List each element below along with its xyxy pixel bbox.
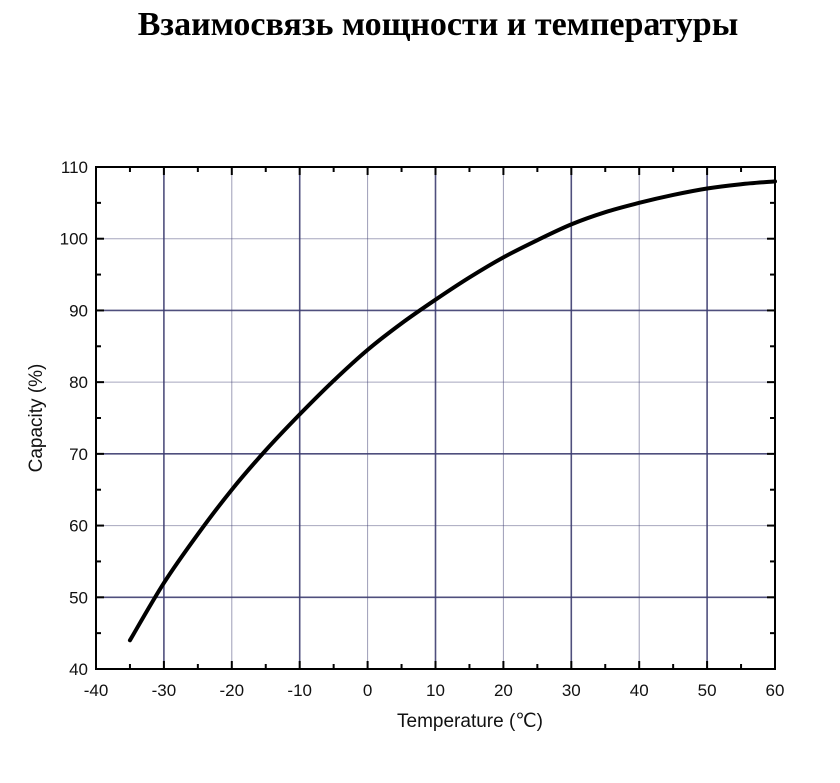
y-tick-label: 90 — [69, 301, 88, 320]
x-tick-label: 50 — [698, 681, 717, 700]
y-tick-label: 80 — [69, 373, 88, 392]
x-tick-label: 40 — [630, 681, 649, 700]
x-tick-label: -10 — [287, 681, 312, 700]
x-tick-label: 0 — [363, 681, 372, 700]
x-tick-label: -30 — [152, 681, 177, 700]
tick-labels: -40 -30 -20 -10 0 10 20 30 40 50 60 40 50 60 70 80 90 100… — [60, 158, 785, 700]
x-tick-label: 30 — [562, 681, 581, 700]
x-tick-label: 20 — [494, 681, 513, 700]
y-tick-label: 50 — [69, 588, 88, 607]
plot-frame — [95, 166, 776, 670]
y-tick-label: 110 — [61, 158, 88, 177]
y-axis-label: Capacity (%) — [26, 364, 47, 473]
x-tick-label: 60 — [766, 681, 785, 700]
chart-title: Взаимосвязь мощности и температуры — [137, 6, 739, 43]
y-tick-label: 40 — [69, 660, 88, 679]
y-tick-label: 100 — [60, 230, 88, 249]
grid — [96, 167, 775, 669]
capacity-curve — [127, 179, 777, 643]
x-tick-label: 10 — [426, 681, 445, 700]
x-axis-label: Temperature (℃) — [397, 711, 543, 732]
y-tick-label: 70 — [69, 445, 88, 464]
x-tick-label: -20 — [220, 681, 245, 700]
x-tick-label: -40 — [84, 681, 109, 700]
y-tick-label: 60 — [69, 517, 88, 536]
